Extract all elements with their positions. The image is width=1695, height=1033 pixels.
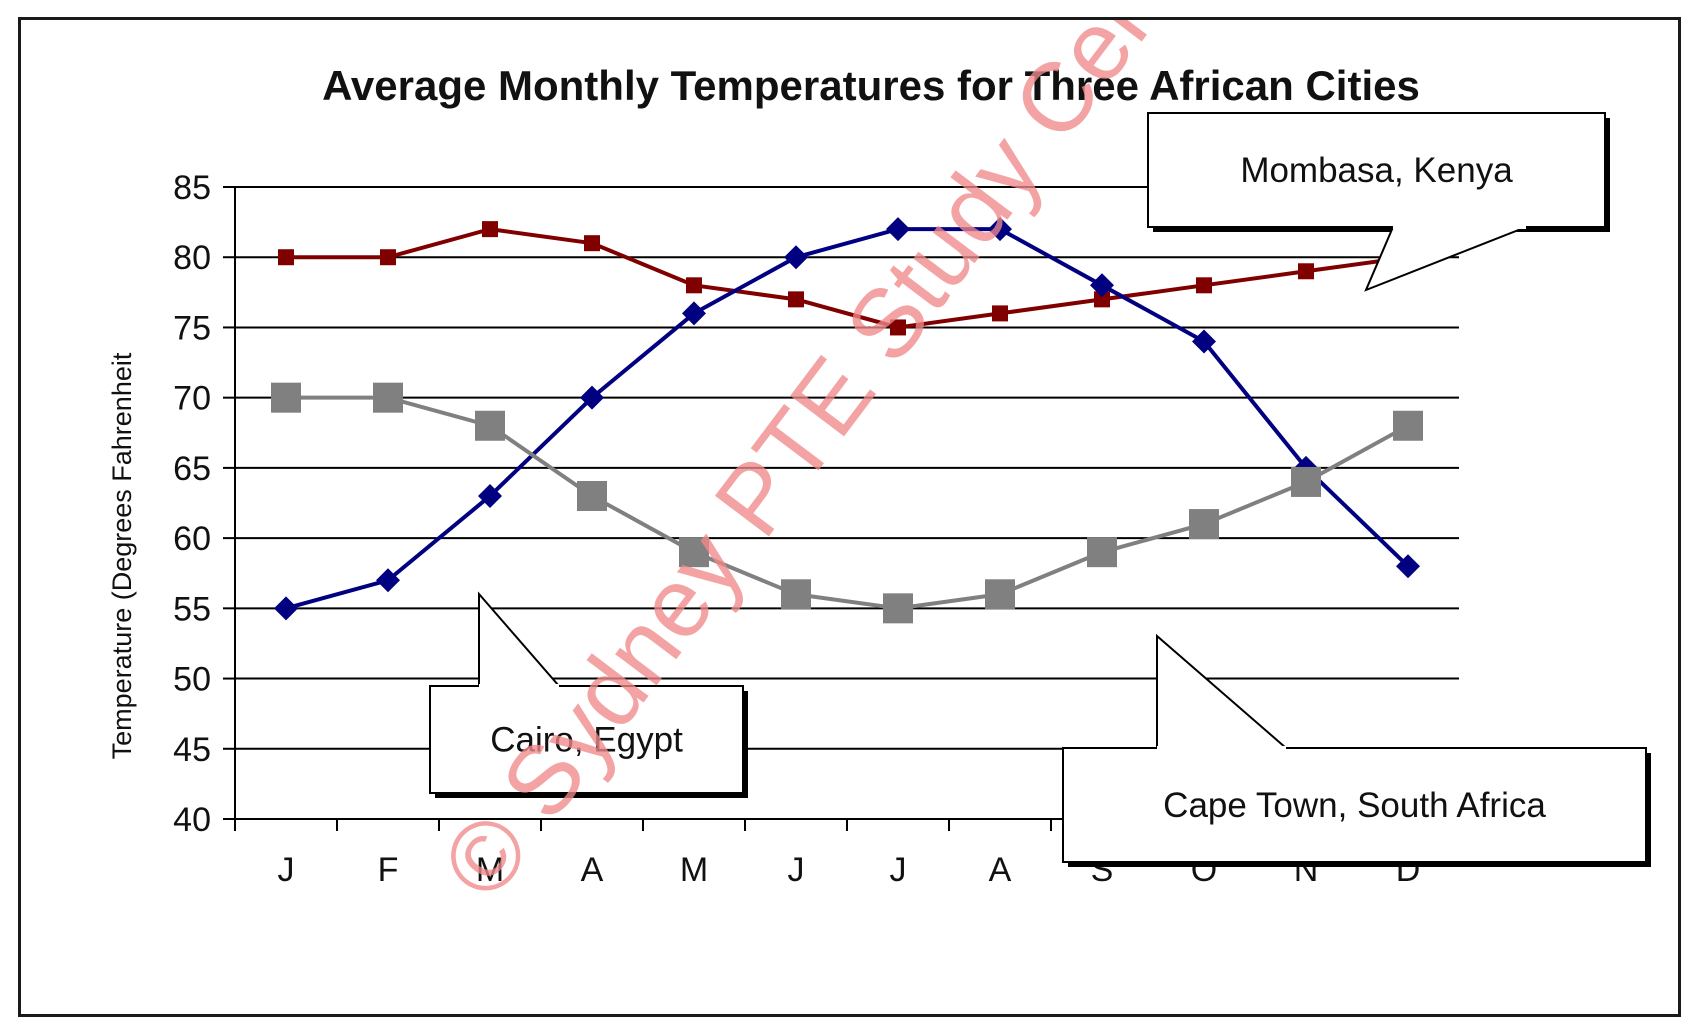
y-tick-label: 45 (173, 731, 211, 769)
callout-label: Cape Town, South Africa (1163, 786, 1546, 825)
x-tick-label: A (581, 851, 604, 889)
data-point (380, 249, 396, 266)
y-tick-label: 75 (173, 309, 211, 347)
data-point (988, 217, 1012, 242)
callout-label: Mombasa, Kenya (1240, 151, 1513, 190)
y-tick-label: 40 (173, 801, 211, 839)
data-point (1090, 273, 1114, 298)
data-point (781, 579, 811, 610)
series-0 (278, 221, 1416, 336)
y-tick-label: 80 (173, 239, 211, 277)
series-lines (271, 217, 1423, 624)
data-point (274, 596, 298, 621)
y-axis-label: Temperature (Degrees Fahrenheit (107, 352, 137, 759)
data-point (577, 480, 607, 511)
data-point (1291, 466, 1321, 497)
data-point (478, 483, 502, 508)
y-tick-label: 55 (173, 590, 211, 628)
y-tick-label: 60 (173, 520, 211, 558)
data-point (985, 579, 1015, 610)
data-point (1087, 537, 1117, 568)
data-point (788, 291, 804, 308)
series-line (286, 227, 1409, 330)
series-line (286, 395, 1409, 611)
data-point (373, 382, 403, 413)
data-point (1094, 291, 1110, 308)
temperature-line-chart: Average Monthly Temperatures for Three A… (107, 20, 1651, 918)
x-tick-label: J (890, 851, 907, 889)
callout-pointer (1364, 226, 1527, 292)
y-tick-label: 70 (173, 380, 211, 418)
data-point (376, 568, 400, 593)
x-tick-label: F (378, 851, 399, 889)
data-point (784, 245, 808, 270)
series-callout: Cape Town, South Africa (1062, 633, 1651, 867)
callout-pointer (478, 591, 560, 687)
series-callouts: Mombasa, Kenya Cairo, Egypt Cape Town, Sou… (429, 112, 1651, 867)
data-point (1298, 263, 1314, 280)
x-tick-label: M (680, 851, 708, 889)
data-point (482, 221, 498, 238)
data-point (475, 410, 505, 441)
data-point (271, 382, 301, 413)
x-tick-label: A (989, 851, 1012, 889)
series-callout: Cairo, Egypt (429, 591, 748, 798)
data-point (1192, 329, 1216, 354)
series-callout: Mombasa, Kenya (1147, 112, 1610, 292)
callout-label: Cairo, Egypt (490, 721, 683, 760)
data-point (584, 235, 600, 252)
data-point (682, 301, 706, 326)
data-point (883, 593, 913, 624)
data-point (278, 249, 294, 266)
x-tick-label: J (278, 851, 295, 889)
x-tick-label: M (476, 851, 504, 889)
gridlines (235, 186, 1459, 750)
data-point (1196, 277, 1212, 294)
y-tick-label: 50 (173, 661, 211, 699)
callout-box (429, 685, 744, 794)
series-2 (271, 382, 1423, 624)
data-point (890, 319, 906, 336)
data-point (686, 277, 702, 294)
chart-title: Average Monthly Temperatures for Three A… (322, 62, 1420, 109)
callout-pointer (1156, 633, 1287, 749)
callout-box (1062, 747, 1647, 863)
series-1 (274, 217, 1420, 621)
data-point (679, 537, 709, 568)
y-tick-label: 65 (173, 450, 211, 488)
data-point (580, 385, 604, 410)
x-tick-label: J (788, 851, 805, 889)
data-point (886, 217, 910, 242)
data-point (1393, 410, 1423, 441)
data-point (1189, 509, 1219, 540)
y-tick-label: 85 (173, 169, 211, 207)
chart-frame: Average Monthly Temperatures for Three A… (18, 17, 1681, 1017)
callout-box (1147, 112, 1606, 228)
data-point (1396, 554, 1420, 579)
data-point (992, 305, 1008, 322)
series-line (285, 227, 1410, 611)
